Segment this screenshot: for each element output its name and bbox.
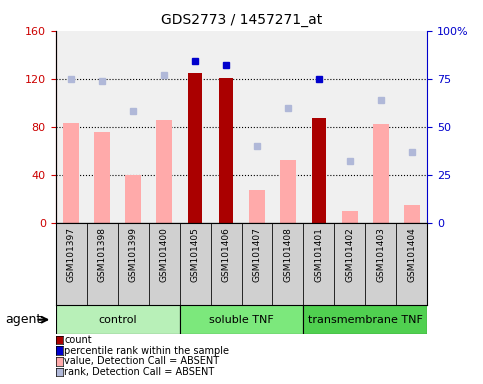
Bar: [86, 223, 117, 305]
Bar: [211, 223, 242, 305]
Bar: [117, 223, 149, 305]
Text: GDS2773 / 1457271_at: GDS2773 / 1457271_at: [161, 13, 322, 27]
Bar: [397, 223, 427, 305]
Bar: [312, 118, 326, 223]
Bar: [188, 73, 202, 223]
Text: GSM101408: GSM101408: [284, 227, 293, 282]
Bar: [125, 175, 141, 223]
Bar: [249, 190, 265, 223]
Bar: [56, 223, 86, 305]
Text: rank, Detection Call = ABSENT: rank, Detection Call = ABSENT: [64, 367, 214, 377]
Text: agent: agent: [5, 313, 41, 326]
Text: GSM101403: GSM101403: [376, 227, 385, 282]
Bar: [219, 78, 233, 223]
Bar: [180, 223, 211, 305]
Bar: [404, 205, 420, 223]
Text: transmembrane TNF: transmembrane TNF: [308, 314, 423, 325]
Bar: [180, 305, 303, 334]
Text: percentile rank within the sample: percentile rank within the sample: [64, 346, 229, 356]
Bar: [63, 123, 79, 223]
Bar: [373, 124, 389, 223]
Text: GSM101404: GSM101404: [408, 227, 416, 281]
Text: GSM101399: GSM101399: [128, 227, 138, 282]
Bar: [342, 211, 358, 223]
Text: value, Detection Call = ABSENT: value, Detection Call = ABSENT: [64, 356, 219, 366]
Bar: [366, 223, 397, 305]
Bar: [156, 119, 172, 223]
Text: count: count: [64, 335, 92, 345]
Text: GSM101407: GSM101407: [253, 227, 261, 282]
Bar: [272, 223, 303, 305]
Bar: [242, 223, 272, 305]
Text: GSM101406: GSM101406: [222, 227, 230, 282]
Text: control: control: [98, 314, 137, 325]
Bar: [303, 305, 427, 334]
Text: GSM101400: GSM101400: [159, 227, 169, 282]
Text: soluble TNF: soluble TNF: [209, 314, 274, 325]
Text: GSM101405: GSM101405: [190, 227, 199, 282]
Text: GSM101401: GSM101401: [314, 227, 324, 282]
Bar: [303, 223, 334, 305]
Bar: [56, 305, 180, 334]
Bar: [94, 131, 110, 223]
Bar: [280, 161, 296, 223]
Text: GSM101402: GSM101402: [345, 227, 355, 281]
Text: GSM101398: GSM101398: [98, 227, 107, 282]
Bar: [149, 223, 180, 305]
Text: GSM101397: GSM101397: [67, 227, 75, 282]
Bar: [334, 223, 366, 305]
